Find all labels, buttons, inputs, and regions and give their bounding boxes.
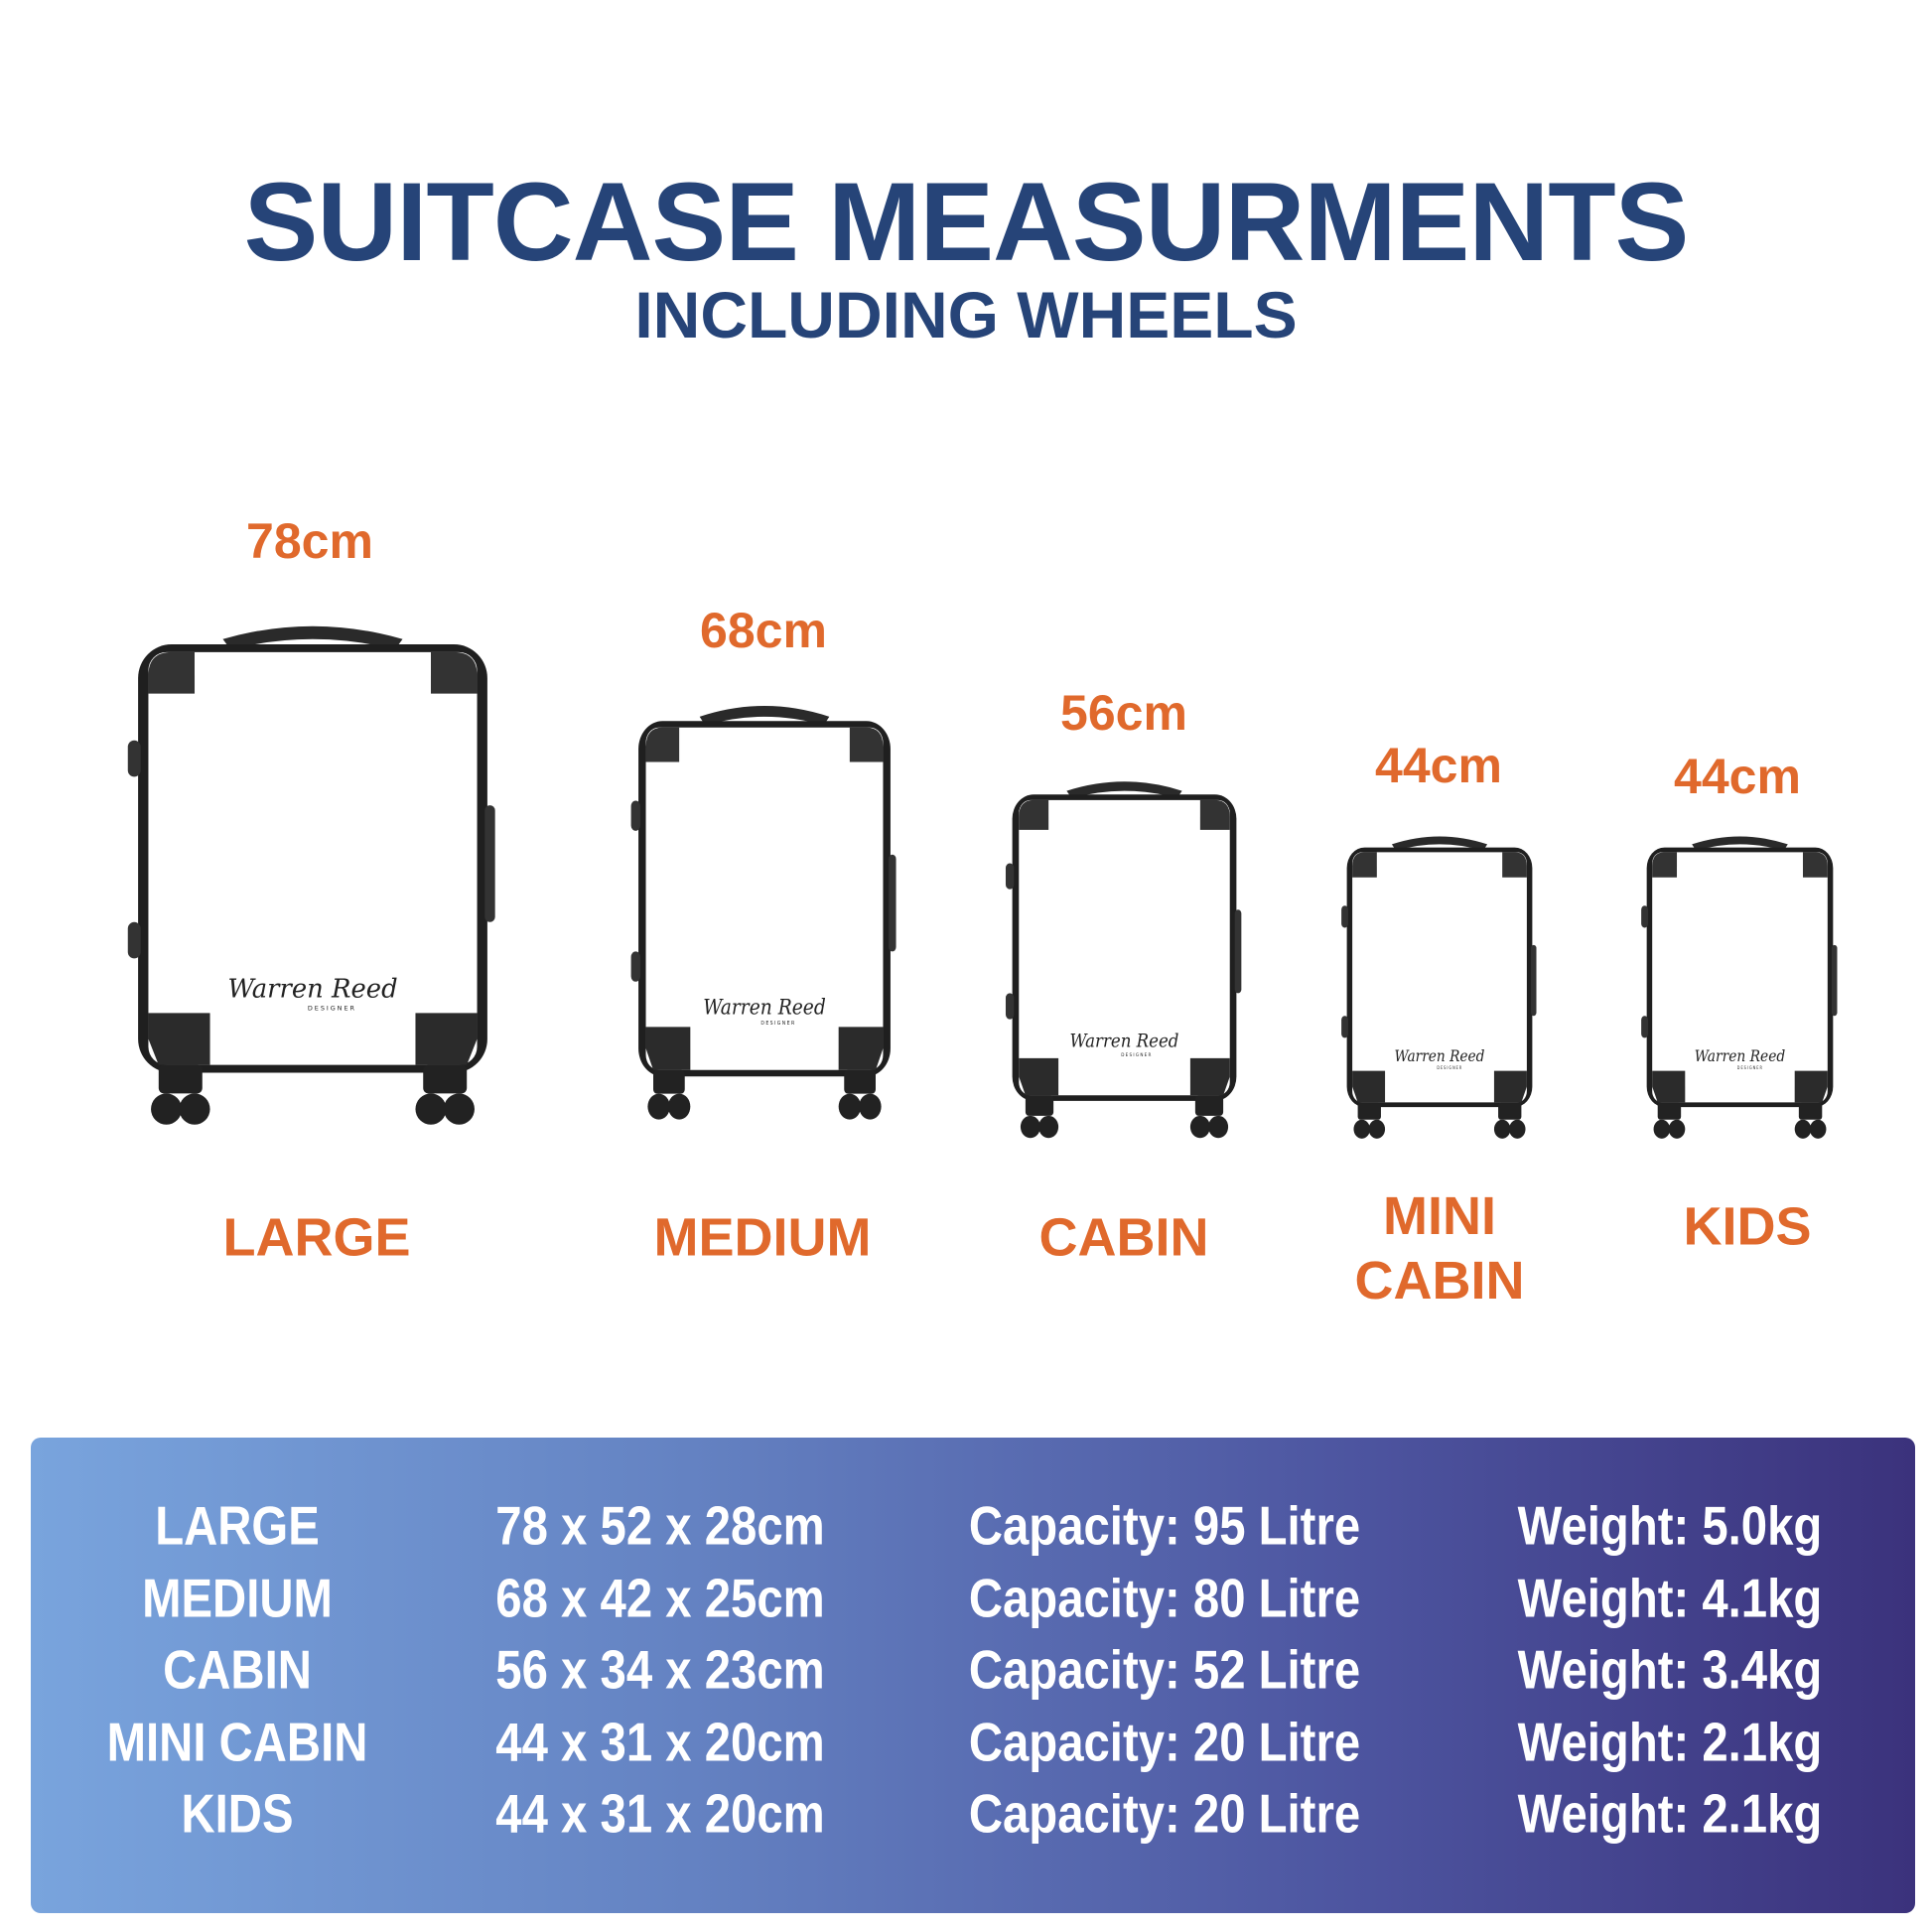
spec-capacity-cell: Capacity: 20 Litre — [968, 1711, 1361, 1772]
svg-text:DESIGNER: DESIGNER — [760, 1021, 795, 1027]
spec-capacity-cell: Capacity: 80 Litre — [968, 1567, 1361, 1628]
height-label-medium: 68cm — [700, 603, 827, 658]
spec-weight-cell: Weight: 5.0kg — [1517, 1494, 1823, 1557]
size-label-medium: MEDIUM — [653, 1207, 872, 1268]
svg-text:DESIGNER: DESIGNER — [1121, 1052, 1152, 1058]
spec-dimensions-cell: 44 x 31 x 20cm — [495, 1782, 825, 1845]
height-label-kids: 44cm — [1674, 749, 1801, 804]
height-label-mini-cabin: 44cm — [1375, 738, 1502, 793]
spec-panel — [31, 1438, 1915, 1913]
spec-name-cell: KIDS — [181, 1782, 294, 1845]
spec-capacity-cell: Capacity: 20 Litre — [968, 1782, 1361, 1845]
suitcase-image-medium: Warren Reed DESIGNER — [625, 693, 903, 1124]
svg-text:DESIGNER: DESIGNER — [1437, 1066, 1462, 1070]
size-label-line: CABIN — [1354, 1251, 1525, 1311]
spec-capacity-cell: Capacity: 95 Litre — [968, 1494, 1361, 1557]
spec-weight-cell: Weight: 4.1kg — [1517, 1567, 1823, 1628]
handle — [1066, 781, 1182, 799]
spec-dimensions-cell: 78 x 52 x 28cm — [495, 1494, 825, 1557]
brand-logo: Warren Reed — [1395, 1047, 1485, 1065]
spec-name-cell: MEDIUM — [142, 1567, 333, 1628]
size-label-kids: KIDS — [1683, 1196, 1812, 1257]
height-label-cabin: 56cm — [1060, 685, 1187, 741]
spec-weight-cell: Weight: 2.1kg — [1517, 1711, 1823, 1772]
brand-logo: Warren Reed — [1695, 1046, 1785, 1065]
brand-logo: Warren Reed — [227, 975, 397, 1005]
spec-dimensions-cell: 68 x 42 x 25cm — [495, 1567, 825, 1628]
size-label-line: MINI — [1383, 1186, 1496, 1247]
size-label-cabin: CABIN — [1038, 1207, 1209, 1268]
height-label-large: 78cm — [246, 513, 373, 569]
size-label-large: LARGE — [222, 1207, 411, 1268]
spec-name-cell: LARGE — [155, 1494, 320, 1557]
spec-name-cell: CABIN — [163, 1638, 312, 1701]
spec-capacity-cell: Capacity: 52 Litre — [968, 1638, 1361, 1701]
svg-text:DESIGNER: DESIGNER — [308, 1005, 356, 1013]
spec-dimensions-cell: 56 x 34 x 23cm — [495, 1638, 825, 1701]
page-subtitle: INCLUDING WHEELS — [634, 278, 1298, 351]
spec-name-cell: MINI CABIN — [106, 1711, 368, 1772]
svg-text:DESIGNER: DESIGNER — [1737, 1066, 1763, 1070]
size-label-mini-cabin: MINI CABIN — [1355, 1184, 1525, 1313]
handle — [699, 706, 830, 726]
suitcase-image-mini-cabin: Warren Reed DESIGNER — [1337, 827, 1542, 1142]
handle — [1391, 836, 1488, 851]
suitcase-image-kids: Warren Reed DESIGNER — [1637, 827, 1843, 1142]
handle — [222, 625, 403, 650]
brand-logo: Warren Reed — [1070, 1032, 1179, 1052]
brand-logo: Warren Reed — [703, 994, 826, 1020]
suitcase-image-cabin: Warren Reed DESIGNER — [1001, 770, 1248, 1142]
spec-weight-cell: Weight: 2.1kg — [1517, 1782, 1823, 1845]
suitcase-image-large: Warren Reed DESIGNER — [120, 611, 505, 1130]
spec-weight-cell: Weight: 3.4kg — [1517, 1638, 1823, 1701]
handle — [1692, 836, 1788, 851]
page-title: SUITCASE MEASURMENTS — [243, 160, 1690, 284]
spec-dimensions-cell: 44 x 31 x 20cm — [495, 1711, 825, 1772]
